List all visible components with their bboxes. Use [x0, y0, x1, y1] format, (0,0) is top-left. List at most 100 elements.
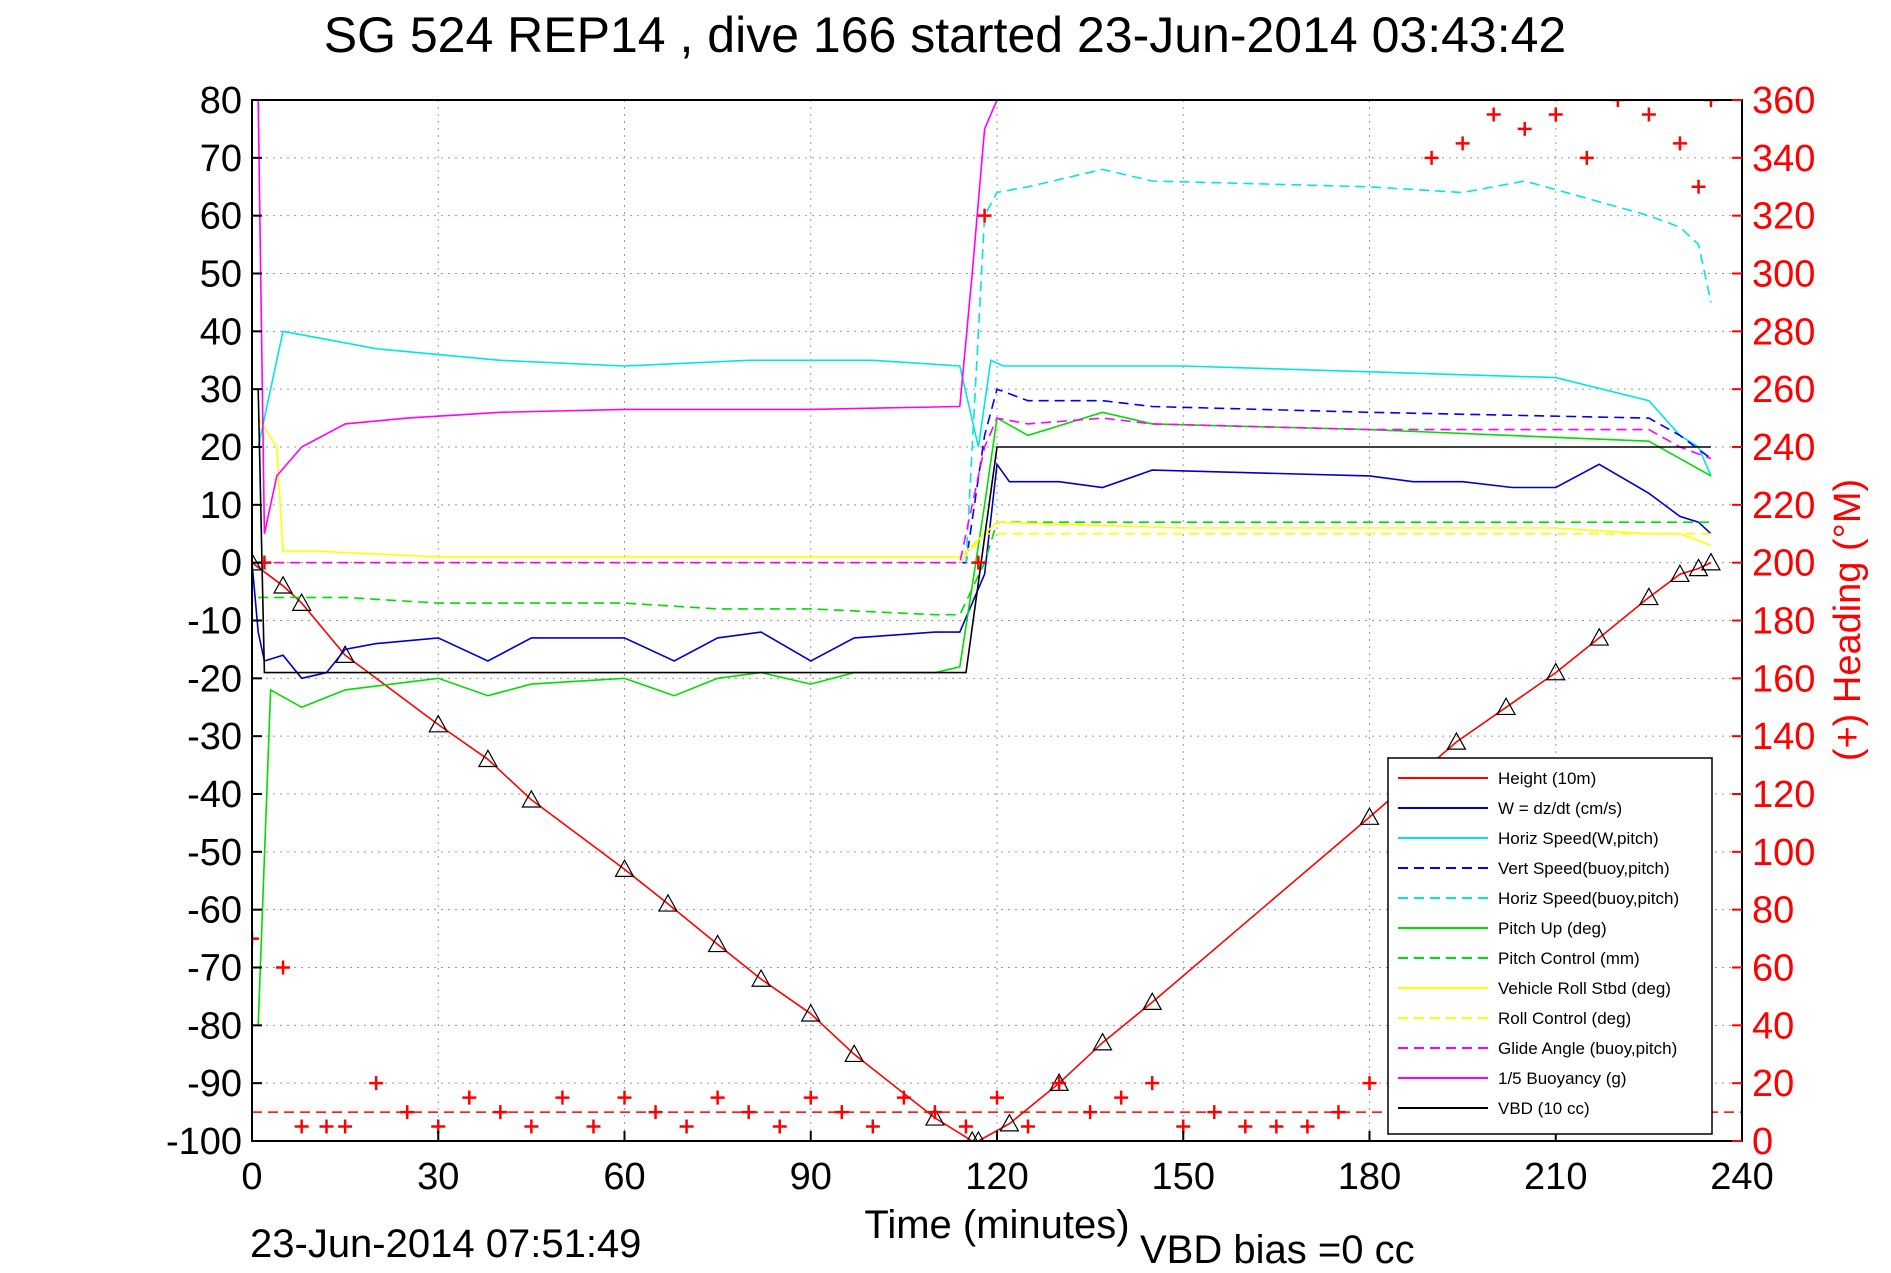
legend-label: Glide Angle (buoy,pitch)	[1498, 1039, 1677, 1058]
height-marker	[1142, 991, 1163, 1010]
heading-marker	[617, 1090, 632, 1105]
y-tick-label: -100	[166, 1121, 242, 1163]
y-tick-label: 70	[200, 138, 242, 180]
height-marker	[477, 749, 498, 768]
heading-marker	[710, 1090, 725, 1105]
heading-marker	[1207, 1105, 1222, 1120]
y-axis-right: 3603403203002802602402202001801601401201…	[1732, 80, 1815, 1163]
heading-marker	[1672, 136, 1687, 151]
y2-tick-label: 220	[1752, 485, 1815, 527]
legend-label: Horiz Speed(buoy,pitch)	[1498, 889, 1679, 908]
y-tick-label: -60	[187, 890, 242, 932]
legend-label: Height (10m)	[1498, 769, 1596, 788]
y-tick-label: -50	[187, 832, 242, 874]
heading-marker	[865, 1119, 880, 1134]
y-tick-label: -70	[187, 948, 242, 990]
height-marker	[614, 858, 635, 877]
y-tick-label: -30	[187, 716, 242, 758]
height-marker	[800, 1003, 821, 1022]
y-tick-label: -90	[187, 1063, 242, 1105]
heading-marker	[648, 1105, 663, 1120]
height-marker	[521, 789, 542, 808]
y2-tick-label: 0	[1752, 1121, 1773, 1163]
chart-title: SG 524 REP14 , dive 166 started 23-Jun-2…	[324, 7, 1567, 63]
height-marker	[1638, 587, 1659, 606]
heading-marker	[252, 931, 259, 946]
heading-marker	[1362, 1076, 1377, 1091]
y2-tick-label: 180	[1752, 601, 1815, 643]
heading-marker	[338, 1119, 353, 1134]
x-tick-label: 90	[790, 1156, 832, 1198]
heading-marker	[462, 1090, 477, 1105]
height-marker	[751, 968, 772, 987]
legend-label: Vert Speed(buoy,pitch)	[1498, 859, 1670, 878]
heading-marker	[1641, 107, 1656, 122]
y2-tick-label: 360	[1752, 80, 1815, 122]
y2-tick-label: 160	[1752, 658, 1815, 700]
y2-tick-label: 40	[1752, 1005, 1794, 1047]
y-tick-label: -10	[187, 601, 242, 643]
height-marker	[707, 934, 728, 953]
y-tick-label: 40	[200, 311, 242, 353]
heading-marker	[555, 1090, 570, 1105]
y2-tick-label: 20	[1752, 1063, 1794, 1105]
x-tick-label: 30	[417, 1156, 459, 1198]
heading-marker	[1114, 1090, 1129, 1105]
height-marker	[1446, 731, 1467, 750]
legend-label: W = dz/dt (cm/s)	[1498, 799, 1622, 818]
y2-tick-label: 140	[1752, 716, 1815, 758]
height-marker	[1359, 806, 1380, 825]
heading-marker	[679, 1119, 694, 1134]
footer-timestamp: 23-Jun-2014 07:51:49	[250, 1222, 642, 1266]
heading-marker	[1548, 107, 1563, 122]
legend-label: Pitch Up (deg)	[1498, 919, 1607, 938]
x-tick-label: 0	[241, 1156, 262, 1198]
x-axis: 0 30 60 90 120 150 180 210 240	[241, 1131, 1774, 1198]
heading-marker	[493, 1105, 508, 1120]
heading-marker	[319, 1119, 334, 1134]
x-tick-label: 150	[1152, 1156, 1215, 1198]
heading-marker	[977, 208, 992, 223]
height-marker	[924, 1107, 945, 1126]
x-tick-label: 180	[1338, 1156, 1401, 1198]
heading-marker	[1021, 1119, 1036, 1134]
y2-tick-label: 60	[1752, 948, 1794, 990]
legend-label: 1/5 Buoyancy (g)	[1498, 1069, 1627, 1088]
heading-marker	[1691, 179, 1706, 194]
series-line-4	[965, 168, 1712, 563]
series-layer	[252, 100, 1742, 1141]
legend-label: Pitch Control (mm)	[1498, 949, 1640, 968]
height-marker	[844, 1044, 865, 1063]
series-line-1	[252, 462, 1712, 680]
height-marker	[657, 893, 678, 912]
heading-marker	[1269, 1119, 1284, 1134]
y-tick-label: 30	[200, 369, 242, 411]
heading-marker	[524, 1119, 539, 1134]
series-line-0	[252, 561, 1712, 1141]
series-line-7	[257, 417, 1712, 558]
y-tick-label: -40	[187, 774, 242, 816]
heading-marker	[927, 1105, 942, 1120]
x-tick-label: 60	[603, 1156, 645, 1198]
y2-axis-label: (+) Heading (°M)	[1827, 479, 1869, 761]
legend: Height (10m) W = dz/dt (cm/s) Horiz Speed(…	[1387, 757, 1713, 1135]
y2-tick-label: 300	[1752, 254, 1815, 296]
heading-marker	[971, 555, 986, 570]
heading-marker	[1083, 1105, 1098, 1120]
heading-marker	[1579, 150, 1594, 165]
heading-marker	[1517, 121, 1532, 136]
y2-tick-label: 240	[1752, 427, 1815, 469]
y2-tick-label: 120	[1752, 774, 1815, 816]
heading-marker	[772, 1119, 787, 1134]
heading-marker	[1703, 100, 1718, 107]
y-axis-left: 80 70 60 50 40 30 20 10 0 -10 -20 -30 -40 -50 -60 -70 -8…	[166, 80, 262, 1163]
heading-marker	[1455, 136, 1470, 151]
heading-marker	[369, 1076, 384, 1091]
height-marker	[1669, 563, 1690, 583]
legend-box	[1387, 757, 1713, 1135]
y2-tick-label: 280	[1752, 311, 1815, 353]
heading-marker	[1424, 150, 1439, 165]
y-tick-label: -80	[187, 1005, 242, 1047]
heading-marker	[1331, 1105, 1346, 1120]
